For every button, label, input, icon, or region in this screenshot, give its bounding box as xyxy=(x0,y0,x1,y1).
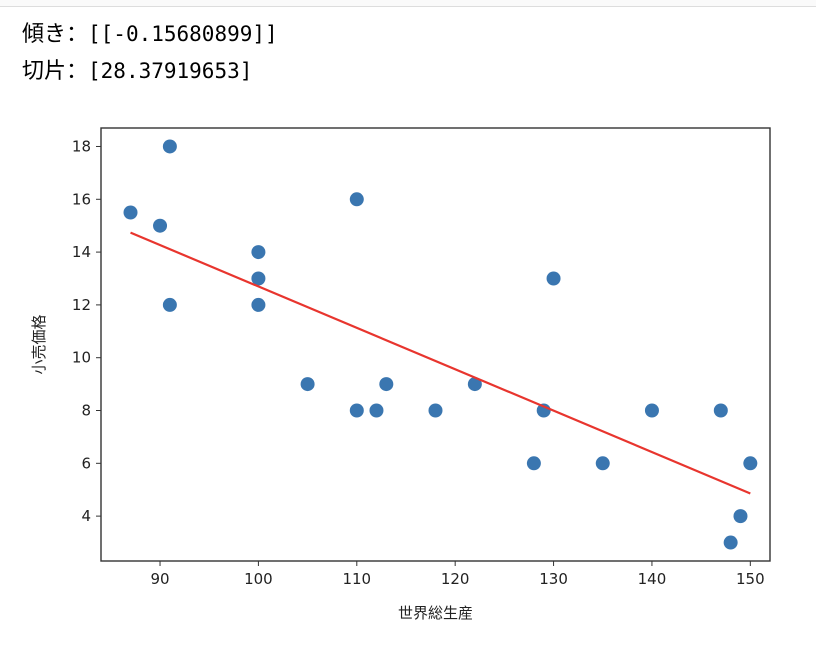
scatter-point xyxy=(369,403,384,418)
x-tick-label: 90 xyxy=(150,570,169,588)
x-axis-label: 世界総生産 xyxy=(398,604,473,622)
y-tick-label: 6 xyxy=(81,454,91,472)
y-tick-label: 10 xyxy=(72,349,91,367)
scatter-point xyxy=(379,377,394,392)
scatter-point xyxy=(251,297,266,312)
scatter-point xyxy=(467,377,482,392)
y-tick-label: 16 xyxy=(72,190,91,208)
slope-label: 傾き： xyxy=(22,22,89,47)
intercept-value: [28.37919653] xyxy=(88,59,253,83)
scatter-point xyxy=(251,245,266,260)
scatter-point xyxy=(123,205,138,220)
x-tick-label: 120 xyxy=(441,570,470,588)
plot-frame xyxy=(100,127,771,562)
x-tick-label: 130 xyxy=(539,570,568,588)
x-tick-label: 100 xyxy=(244,570,273,588)
scatter-point xyxy=(723,535,738,550)
scatter-point xyxy=(733,509,748,524)
slope-value: [[-0.15680899]] xyxy=(88,22,278,46)
regression-layer xyxy=(130,231,751,495)
y-tick-label: 18 xyxy=(72,137,91,155)
cell-divider xyxy=(0,0,816,7)
x-tick-label: 110 xyxy=(342,570,371,588)
scatter-point xyxy=(153,218,168,233)
y-tick-label: 4 xyxy=(81,507,91,525)
scatter-point xyxy=(428,403,443,418)
scatter-point xyxy=(644,403,659,418)
scatter-point xyxy=(162,139,177,154)
scatter-point xyxy=(546,271,561,286)
regression-line xyxy=(130,231,751,495)
y-tick-label: 12 xyxy=(72,296,91,314)
y-axis-label: 小売価格 xyxy=(30,314,48,374)
y-tick-label: 14 xyxy=(72,243,91,261)
scatter-point xyxy=(713,403,728,418)
scatter-point xyxy=(162,297,177,312)
x-tick-label: 150 xyxy=(736,570,765,588)
scatter-point xyxy=(300,377,315,392)
scatter-point xyxy=(526,456,541,471)
scatter-point xyxy=(251,271,266,286)
scatter-point xyxy=(595,456,610,471)
ticks-layer: 90 100 110 120 130 140 150 4 6 8 10 12 14 16 18 xyxy=(72,137,765,588)
slope-output: 傾き：[[-0.15680899]] xyxy=(22,16,278,48)
intercept-output: 切片：[28.37919653] xyxy=(22,53,252,85)
x-tick-label: 140 xyxy=(638,570,667,588)
scatter-point xyxy=(349,403,364,418)
points-layer xyxy=(123,139,758,550)
scatter-point xyxy=(349,192,364,207)
intercept-label: 切片： xyxy=(22,59,89,84)
scatter-point xyxy=(743,456,758,471)
y-tick-label: 8 xyxy=(81,402,91,420)
